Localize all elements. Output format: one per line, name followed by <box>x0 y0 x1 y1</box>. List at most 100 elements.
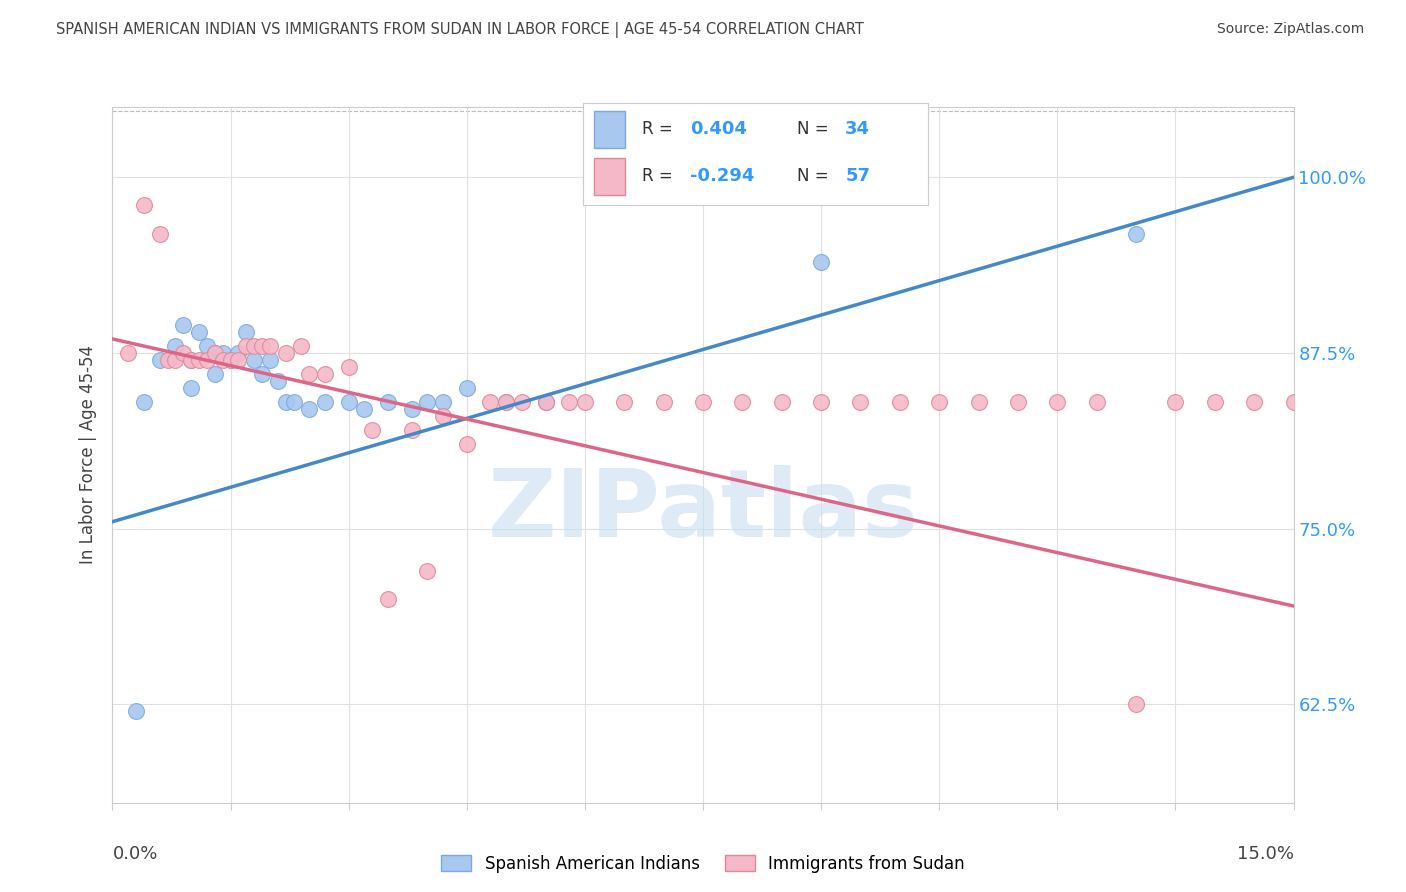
Point <box>495 395 517 409</box>
Point <box>337 360 360 375</box>
Point <box>377 395 399 409</box>
Point <box>235 339 257 353</box>
Point <box>652 395 675 409</box>
Point <box>149 227 172 241</box>
Point <box>1007 395 1029 409</box>
Point <box>361 423 384 437</box>
Point <box>401 402 423 417</box>
Point <box>180 381 202 395</box>
Point <box>353 402 375 417</box>
Text: ZIPatlas: ZIPatlas <box>488 465 918 557</box>
Text: 15.0%: 15.0% <box>1236 845 1294 863</box>
Point <box>1322 395 1344 409</box>
Point <box>132 198 155 212</box>
Point <box>810 395 832 409</box>
Point <box>228 353 250 368</box>
Point <box>188 325 211 339</box>
Point <box>889 395 911 409</box>
Text: -0.294: -0.294 <box>690 168 755 186</box>
Point <box>416 564 439 578</box>
Point <box>219 353 242 368</box>
Text: SPANISH AMERICAN INDIAN VS IMMIGRANTS FROM SUDAN IN LABOR FORCE | AGE 45-54 CORR: SPANISH AMERICAN INDIAN VS IMMIGRANTS FR… <box>56 22 865 38</box>
Text: R =: R = <box>643 168 678 186</box>
Point <box>377 592 399 607</box>
Point <box>1361 395 1384 409</box>
Point <box>211 346 233 360</box>
Point <box>432 395 454 409</box>
Point <box>243 339 266 353</box>
Point <box>204 346 226 360</box>
Text: Source: ZipAtlas.com: Source: ZipAtlas.com <box>1216 22 1364 37</box>
Point <box>290 339 312 353</box>
Bar <box>593 158 624 194</box>
Point <box>267 374 290 388</box>
Point <box>1243 395 1265 409</box>
Point <box>456 381 478 395</box>
Text: 34: 34 <box>845 120 870 138</box>
Point <box>558 395 581 409</box>
Point <box>274 346 297 360</box>
Bar <box>593 111 624 148</box>
Point <box>1125 227 1147 241</box>
Point <box>692 395 714 409</box>
Point <box>180 353 202 368</box>
Point <box>456 437 478 451</box>
Point <box>432 409 454 424</box>
Point <box>401 423 423 437</box>
Text: 0.0%: 0.0% <box>112 845 157 863</box>
Point <box>574 395 596 409</box>
Text: R =: R = <box>643 120 678 138</box>
Point <box>235 325 257 339</box>
Point <box>1282 395 1305 409</box>
Point <box>416 395 439 409</box>
Point <box>298 367 321 381</box>
Point <box>1125 698 1147 712</box>
Point <box>283 395 305 409</box>
Point <box>314 367 336 381</box>
Text: 57: 57 <box>845 168 870 186</box>
Point <box>770 395 793 409</box>
Point <box>149 353 172 368</box>
Point <box>219 353 242 368</box>
Point <box>156 353 179 368</box>
Point <box>314 395 336 409</box>
Y-axis label: In Labor Force | Age 45-54: In Labor Force | Age 45-54 <box>79 345 97 565</box>
Point <box>928 395 950 409</box>
Point <box>165 353 187 368</box>
Point <box>479 395 502 409</box>
Point <box>534 395 557 409</box>
Point <box>204 346 226 360</box>
Legend: Spanish American Indians, Immigrants from Sudan: Spanish American Indians, Immigrants fro… <box>434 848 972 880</box>
Point <box>534 395 557 409</box>
Point <box>510 395 533 409</box>
Point <box>180 353 202 368</box>
Point <box>259 353 281 368</box>
Point <box>250 339 273 353</box>
Point <box>274 395 297 409</box>
Point <box>810 254 832 268</box>
Point <box>1400 395 1406 409</box>
Point <box>849 395 872 409</box>
Point <box>337 395 360 409</box>
Text: N =: N = <box>797 168 834 186</box>
Text: 0.404: 0.404 <box>690 120 747 138</box>
Point <box>188 353 211 368</box>
Point <box>731 395 754 409</box>
Point <box>125 705 148 719</box>
Point <box>132 395 155 409</box>
Point <box>1046 395 1069 409</box>
Point <box>172 346 194 360</box>
Point <box>172 318 194 332</box>
Point <box>1085 395 1108 409</box>
Point <box>967 395 990 409</box>
Point <box>228 346 250 360</box>
Text: N =: N = <box>797 120 834 138</box>
Point <box>1164 395 1187 409</box>
Point <box>1204 395 1226 409</box>
Point <box>495 395 517 409</box>
Point <box>165 339 187 353</box>
Point <box>298 402 321 417</box>
Point <box>613 395 636 409</box>
Point <box>259 339 281 353</box>
Point <box>195 353 218 368</box>
